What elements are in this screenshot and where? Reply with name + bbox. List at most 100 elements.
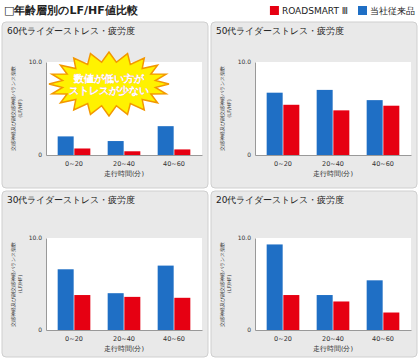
x-tick: 40~60 [372,330,394,343]
bar [174,298,190,330]
x-tick: 40~60 [372,155,394,168]
panel: 50代ライダーストレス・疲労度010.00~2020~4040~60走行時間(分… [211,22,417,188]
panel: 60代ライダーストレス・疲労度 0 10.0 0~20 20~40 40~60 走行時間(分… [2,22,208,188]
annotation-burst [49,52,169,116]
y-axis-title: 交感神経及び副交感神経バランス指数(LF/HF) [219,242,232,327]
x-tick-label: 0~20 [65,160,83,168]
panel: 20代ライダーストレス・疲労度010.00~2020~4040~60走行時間(分… [211,191,417,357]
y-axis-line [255,239,256,331]
x-tick: 20~40 [113,330,135,343]
y-axis-title-line: 交感神経及び副交感神経バランス指数 [219,242,225,327]
y-tick-label: 10.0 [29,58,43,65]
bars [267,90,400,155]
x-axis-line [256,155,412,156]
bar [158,266,174,330]
y-tick-label: 0 [247,326,251,333]
x-tick-label: 40~60 [163,335,185,343]
x-tick-label: 0~20 [65,335,83,343]
y-axis: 010.0 [238,58,256,158]
x-axis: 0~20 20~40 40~60 [256,155,412,168]
legend-label: 当社従来品 [370,6,415,16]
panel-background [2,22,208,188]
y-axis: 010.0 [29,234,47,333]
legend-item: 当社従来品 [358,6,415,16]
panel: 30代ライダーストレス・疲労度010.00~2020~4040~60走行時間(分… [2,191,208,357]
bars [58,126,191,155]
x-tick-label: 20~40 [322,160,344,168]
plot-background [46,238,202,330]
x-axis-title: 走行時間(分) [104,170,144,178]
legend-swatch [270,6,279,15]
y-axis-line [255,63,256,156]
annotation-line: ストレスが少ない [69,85,149,97]
bar [108,141,124,155]
y-tick: 0 [38,326,46,333]
chart-title: 50代ライダーストレス・疲労度 [216,26,344,36]
y-axis-title: 交感神経及び副交感神経バランス指数(LF/HF) [219,66,232,151]
x-tick: 0~20 [65,330,83,343]
legend-label: ROADSMART Ⅲ [282,6,348,16]
y-axis-title-line: 交感神経及び副交感神経バランス指数 [219,66,225,151]
bar [383,106,399,155]
plot-background [255,62,411,155]
y-tick-label: 0 [38,326,42,333]
bar [317,90,333,155]
x-tick-label: 20~40 [113,160,135,168]
annotation-text: 数値が低い方がストレスが少ない [69,73,149,97]
x-tick-label: 20~40 [322,335,344,343]
x-axis-title: 走行時間(分) [313,170,353,178]
bar [317,295,333,330]
x-tick-label: 40~60 [163,160,185,168]
y-tick: 10.0 [29,234,46,241]
bar [333,110,349,155]
bars [58,266,191,330]
x-axis-line [47,155,203,156]
y-axis-line [46,239,47,331]
bar [74,148,90,155]
bar [267,93,283,155]
x-axis-line [256,330,412,331]
x-tick: 40~60 [163,330,185,343]
x-tick: 0~20 [274,155,292,168]
x-tick-label: 40~60 [372,160,394,168]
y-axis-title-line: (LF/HF) [226,99,232,118]
y-axis-title: 交感神経及び副交感神経バランス指数(LF/HF) [10,66,23,151]
y-axis-title: 交感神経及び副交感神経バランス指数(LF/HF) [10,242,23,327]
plot-area: 010.00~2020~4040~60走行時間(分)交感神経及び副交感神経バラン… [10,234,203,353]
legend-item: ROADSMART Ⅲ [270,6,348,16]
legend: ROADSMART Ⅲ 当社従来品 [270,6,415,16]
y-tick-label: 10.0 [238,234,252,241]
figure: □年齢層別のLF/HF値比較 ROADSMART Ⅲ 当社従来品 60代ライダーストレ… [0,0,419,359]
y-axis-title-line: 交感神経及び副交感神経バランス指数 [10,66,16,151]
x-tick: 20~40 [113,155,135,168]
x-tick-label: 40~60 [372,335,394,343]
bar [383,313,399,330]
x-axis-title: 走行時間(分) [104,345,144,353]
y-axis-title-line: (LF/HF) [17,275,23,294]
bar [283,105,299,155]
plot-area: 0 10.0 0~20 20~40 40~60 走行時間(分) 交感神経及び副交感神経バラン… [10,52,203,178]
y-tick-label: 0 [38,151,42,158]
plot-background [255,238,411,330]
bar [174,149,190,155]
legend-swatch [358,6,367,15]
y-tick: 0 [247,326,255,333]
y-tick-label: 10.0 [238,58,252,65]
annotation-line: 数値が低い方が [73,73,145,84]
x-axis-title: 走行時間(分) [313,345,353,353]
y-tick-label: 10.0 [29,234,43,241]
panel-background [211,191,417,357]
page-title: □年齢層別のLF/HF値比較 [4,4,139,17]
y-tick: 10.0 [238,234,255,241]
y-tick: 0 [38,151,46,158]
chart-title: 60代ライダーストレス・疲労度 [7,26,135,36]
y-tick: 0 [247,151,255,158]
x-tick: 0~20 [274,330,292,343]
bars [267,244,400,330]
bar [58,269,74,330]
bar [267,244,283,330]
y-tick-label: 0 [247,151,251,158]
bar [108,293,124,330]
chart-title: 30代ライダーストレス・疲労度 [7,195,135,205]
x-tick: 20~40 [322,330,344,343]
